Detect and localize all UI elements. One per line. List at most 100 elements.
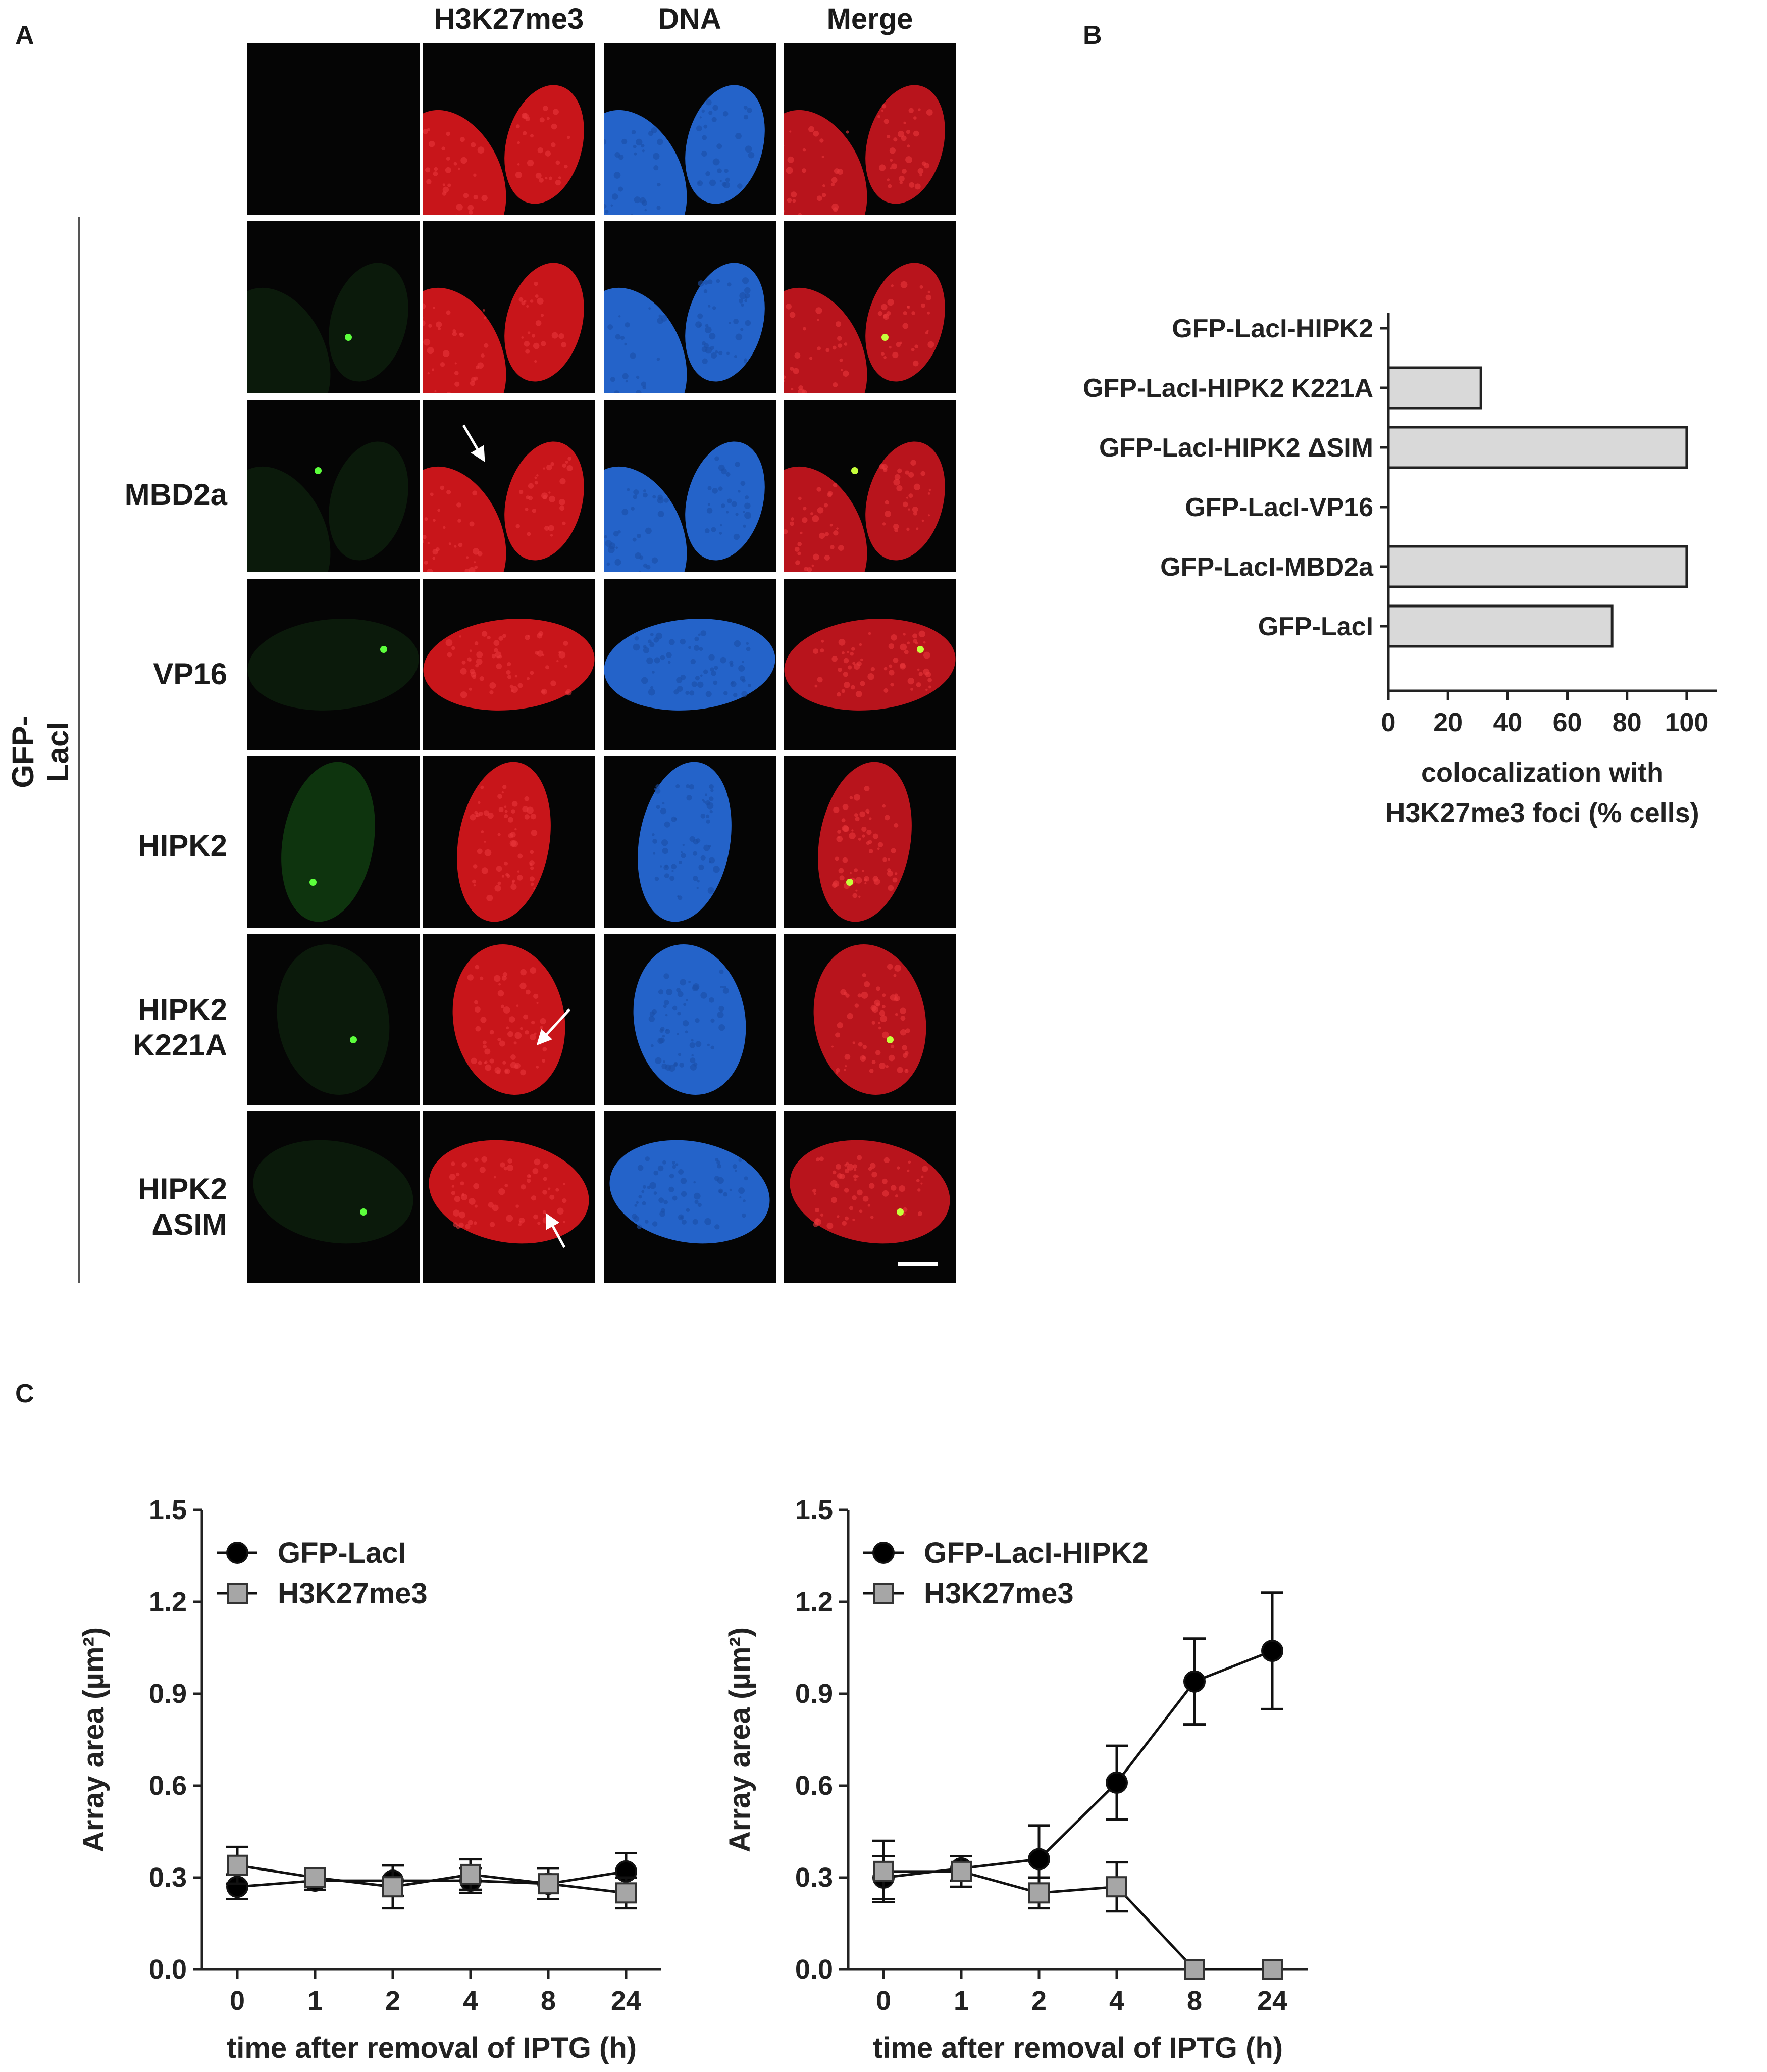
x-tick-label: 8 [1187, 1986, 1202, 2016]
row-label-line: K221A [133, 1028, 227, 1062]
micrograph-gfp-row4 [247, 756, 420, 928]
micrograph-merge-row5 [784, 934, 956, 1105]
micrograph-h3k27me3-row4 [423, 756, 595, 928]
bar [1387, 604, 1614, 648]
x-tick-label: 0 [230, 1986, 245, 2016]
data-point [1028, 1882, 1050, 1904]
data-point [951, 1860, 972, 1882]
data-point [615, 1882, 637, 1904]
micrograph-h3k27me3-row0 [423, 43, 595, 215]
micrograph-merge-row0 [784, 43, 956, 215]
legend-label: H3K27me3 [278, 1577, 428, 1610]
data-point [1028, 1848, 1050, 1871]
micrograph-gfp-row1 [247, 221, 420, 393]
legend-entry: GFP-LacI-HIPK2 [863, 1537, 1149, 1570]
legend-label: GFP-LacI-HIPK2 [924, 1537, 1149, 1570]
data-point [382, 1876, 403, 1898]
series-line [237, 1864, 627, 1894]
legend-label: GFP-LacI [278, 1537, 406, 1570]
x-tick-label: 4 [1109, 1986, 1124, 2016]
x-tick-label: 1 [307, 1986, 323, 2016]
x-tick-label: 20 [1433, 708, 1463, 737]
x-tick-label: 2 [1031, 1986, 1047, 2016]
bar-category-label: GFP-LacI-MBD2a [1160, 552, 1374, 582]
group-bracket-line [78, 217, 80, 1283]
row-label-vp16: VP16 [153, 657, 227, 691]
y-axis-label: Array area (µm²) [723, 1627, 756, 1852]
x-tick-label: 24 [1257, 1986, 1287, 2016]
y-tick-label: 1.2 [795, 1587, 833, 1617]
x-tick-label: 24 [611, 1986, 641, 2016]
row-label-mbd2a: MBD2a [124, 478, 227, 512]
y-tick-label: 0.0 [149, 1954, 187, 1985]
data-point [873, 1860, 894, 1882]
micrograph-h3k27me3-row1 [423, 221, 595, 393]
row-label-hipk2: HIPK2 [138, 829, 227, 863]
micrograph-gfp-row2 [247, 400, 420, 572]
legend-entry: H3K27me3 [217, 1577, 428, 1610]
row-label-line: ΔSIM [151, 1207, 227, 1241]
x-tick-label: 1 [954, 1986, 969, 2016]
data-point [227, 1854, 248, 1876]
col-header-merge: Merge [826, 3, 913, 35]
x-tick-label: 80 [1613, 708, 1642, 737]
x-tick-label: 8 [541, 1986, 556, 2016]
bar [1387, 366, 1482, 410]
micrograph-merge-row6 [784, 1111, 956, 1283]
y-tick-label: 0.9 [795, 1679, 833, 1709]
data-point [1106, 1771, 1128, 1794]
micrograph-gfp-row0 [247, 43, 420, 215]
bar-category-label: GFP-LacI-HIPK2 [1172, 314, 1373, 343]
micrograph-merge-row4 [784, 756, 956, 928]
micrograph-gfp-row3 [247, 579, 420, 750]
y-tick-label: 0.6 [795, 1771, 833, 1801]
data-point [1262, 1959, 1283, 1980]
micrograph-dna-row0 [604, 43, 776, 215]
bar-category-label: GFP-LacI-VP16 [1185, 493, 1373, 522]
colocalization-bar-chart: GFP-LacI-HIPK2 GFP-LacI-HIPK2 K221A GFP-La… [1083, 313, 1717, 828]
data-point [538, 1873, 559, 1895]
row-label-hipk2-k221a: HIPK2 K221A [76, 992, 227, 1063]
legend-entry: H3K27me3 [863, 1577, 1074, 1610]
micrograph-merge-row2 [784, 400, 956, 572]
y-axis-label: Array area (µm²) [77, 1627, 110, 1852]
micrograph-dna-row2 [604, 400, 776, 572]
data-point [1183, 1670, 1206, 1693]
y-tick-label: 1.5 [795, 1495, 833, 1525]
y-tick-label: 1.2 [149, 1587, 187, 1617]
x-axis-label: H3K27me3 foci (% cells) [1385, 798, 1699, 828]
bar-category-label: GFP-LacI-HIPK2 K221A [1083, 374, 1373, 403]
col-header-dna: DNA [658, 3, 721, 35]
y-tick-label: 0.3 [795, 1862, 833, 1893]
y-tick-label: 1.5 [149, 1495, 187, 1525]
micrograph-dna-row5 [604, 934, 776, 1105]
data-point [304, 1867, 326, 1888]
micrograph-h3k27me3-row6 [423, 1111, 595, 1283]
x-axis-label: time after removal of IPTG (h) [873, 2032, 1283, 2064]
micrograph-h3k27me3-row5 [423, 934, 595, 1105]
micrograph-gfp-row5 [247, 934, 420, 1105]
x-axis-label: time after removal of IPTG (h) [227, 2032, 637, 2064]
y-tick-label: 0.3 [149, 1862, 187, 1893]
micrograph-merge-row1 [784, 221, 956, 393]
legend-entry: GFP-LacI [217, 1537, 406, 1570]
row-label-line: HIPK2 [138, 1172, 227, 1206]
data-point [1106, 1876, 1127, 1898]
col-header-h3k27me3: H3K27me3 [434, 3, 584, 35]
y-tick-label: 0.0 [795, 1954, 833, 1985]
micrograph-merge-row3 [784, 579, 956, 750]
y-tick-label: 0.9 [149, 1679, 187, 1709]
bar-category-label: GFP-LacI-HIPK2 ΔSIM [1099, 433, 1373, 463]
series-line [883, 1649, 1273, 1879]
legend-label: H3K27me3 [924, 1577, 1074, 1610]
bar [1387, 545, 1688, 588]
panel-a-letter: A [15, 21, 34, 50]
x-tick-label: 2 [385, 1986, 400, 2016]
x-tick-label: 0 [876, 1986, 891, 2016]
data-point [1261, 1640, 1283, 1662]
y-tick-label: 0.6 [149, 1771, 187, 1801]
row-label-hipk2-dsim: HIPK2 ΔSIM [76, 1172, 227, 1242]
x-tick-label: 40 [1493, 708, 1522, 737]
